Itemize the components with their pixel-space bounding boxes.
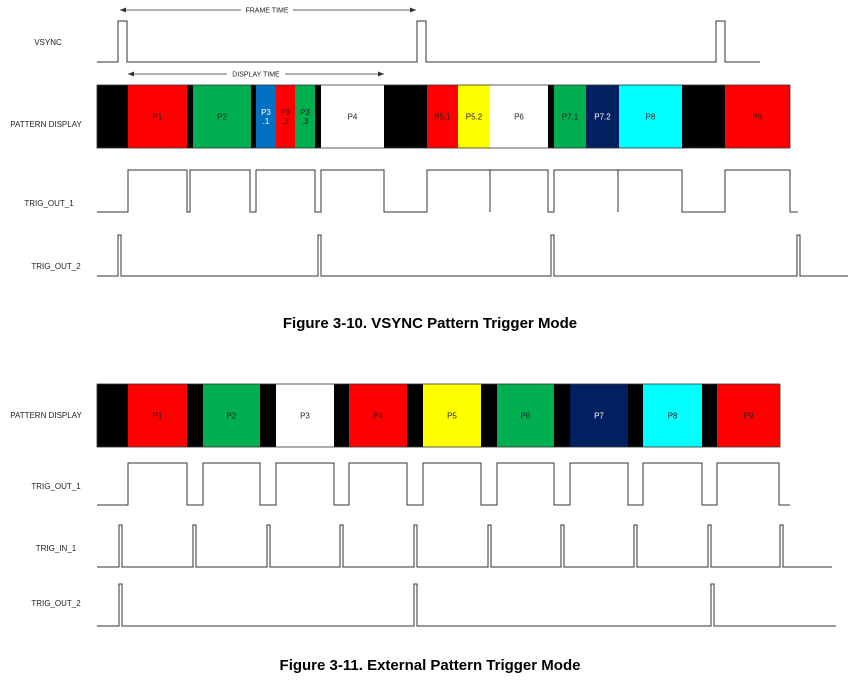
- pattern-segment: [349, 384, 407, 447]
- pattern-segment: [481, 384, 497, 447]
- pattern-segment: [384, 85, 427, 148]
- pattern-display-label: PATTERN DISPLAY: [10, 120, 82, 129]
- trig-out-2-waveform: [97, 234, 848, 277]
- frame-time-label: FRAME TIME: [245, 8, 288, 15]
- pattern-segment: [295, 85, 315, 148]
- pattern-segment: [260, 384, 276, 447]
- pattern-segment: [570, 384, 628, 447]
- pattern-segment: [619, 85, 682, 148]
- trig-in-1-label: TRIG_IN_1: [36, 544, 77, 553]
- pattern-segment-label: P7.1: [562, 113, 579, 122]
- display-time-dimension: DISPLAY TIME: [128, 69, 384, 79]
- pattern-segment: [554, 85, 586, 148]
- trig-in-1-waveform: [97, 524, 832, 568]
- pattern-segment-label: P5: [447, 412, 457, 421]
- pattern-segment: [187, 384, 203, 447]
- pattern-segment: [497, 384, 554, 447]
- pattern-segment: [586, 85, 619, 148]
- pattern-segment-label: P5.2: [466, 113, 483, 122]
- pattern-segment: [725, 85, 790, 148]
- pattern-bar-border: [96, 84, 791, 149]
- pattern-segment-label: P2: [217, 113, 227, 122]
- pattern-segment: [423, 384, 481, 447]
- pattern-segment-label: P3: [281, 108, 291, 117]
- pattern-segment: [554, 384, 570, 447]
- pattern-segment-label: P8: [646, 113, 656, 122]
- figure-3-10-caption: Figure 3-10. VSYNC Pattern Trigger Mode: [283, 315, 577, 332]
- pattern-segment: [276, 384, 334, 447]
- pattern-segment: [251, 85, 256, 148]
- pattern-segment: [128, 85, 187, 148]
- pattern-segment: [458, 85, 490, 148]
- figure-3-11: PATTERN DISPLAY P1 P2 P3 P4 P5 P6 P7 P8 P9 TRIG_…: [10, 383, 836, 674]
- pattern-segment-label: P2: [227, 412, 237, 421]
- pattern-segment: [717, 384, 780, 447]
- pattern-segment: [407, 384, 423, 447]
- pattern-segment-label: P1: [153, 412, 163, 421]
- trig-out-2-label-2: TRIG_OUT_2: [31, 599, 81, 608]
- pattern-segment-label: P9: [744, 412, 754, 421]
- pattern-segment: [427, 85, 458, 148]
- pattern-display-bar-2: P1 P2 P3 P4 P5 P6 P7 P8 P9: [96, 383, 781, 448]
- pattern-segment: [321, 85, 384, 148]
- pattern-segment: [97, 85, 128, 148]
- pattern-segment: [276, 85, 295, 148]
- pattern-segment: [548, 85, 554, 148]
- pattern-segment-label: P1: [153, 113, 163, 122]
- trig-out-1-waveform-2: [97, 462, 790, 506]
- trig-out-1-label: TRIG_OUT_1: [24, 199, 74, 208]
- pattern-segment-label: P7: [594, 412, 604, 421]
- pattern-segment: [187, 85, 193, 148]
- pattern-segment-label: P4: [373, 412, 383, 421]
- pattern-segment: [643, 384, 702, 447]
- pattern-segment-label: P3: [261, 108, 271, 117]
- vsync-waveform: [97, 20, 760, 63]
- pattern-display-bar: P1 P2 P3.1P3.2P3.3 P4 P5.1 P5.2 P6 P7.1 P7.2 P8 P9: [96, 84, 791, 149]
- display-time-label: DISPLAY TIME: [232, 72, 280, 79]
- pattern-segment-label: P9: [753, 113, 763, 122]
- frame-time-dimension: FRAME TIME: [120, 5, 416, 15]
- trig-out-2-label: TRIG_OUT_2: [31, 262, 81, 271]
- pattern-segment: [628, 384, 643, 447]
- pattern-segment: [702, 384, 717, 447]
- pattern-bar-border: [96, 383, 781, 448]
- pattern-segment: [682, 85, 725, 148]
- pattern-segment-label: .2: [282, 117, 289, 126]
- pattern-display-label-2: PATTERN DISPLAY: [10, 411, 82, 420]
- pattern-segment-label: P7.2: [594, 113, 611, 122]
- pattern-segment-label: P6: [521, 412, 531, 421]
- vsync-label: VSYNC: [34, 38, 62, 47]
- pattern-segment: [256, 85, 276, 148]
- pattern-segment-label: .1: [263, 117, 270, 126]
- figure-3-10: FRAME TIME VSYNC DISPLAY TIME PATTERN DI…: [10, 5, 848, 332]
- pattern-segment-label: P3: [300, 108, 310, 117]
- pattern-segment: [490, 85, 548, 148]
- trig-out-1-label-2: TRIG_OUT_1: [31, 482, 81, 491]
- pattern-segment-label: P6: [514, 113, 524, 122]
- pattern-segment: [334, 384, 349, 447]
- pattern-segment: [315, 85, 321, 148]
- figure-3-11-caption: Figure 3-11. External Pattern Trigger Mo…: [280, 657, 581, 674]
- trig-out-1-waveform: [97, 169, 798, 213]
- pattern-segment: [128, 384, 187, 447]
- pattern-segment: [193, 85, 251, 148]
- pattern-segment-label: P4: [348, 113, 358, 122]
- pattern-segment-label: P5.1: [434, 113, 451, 122]
- pattern-segment-label: .3: [302, 117, 309, 126]
- pattern-segment-label: P3: [300, 412, 310, 421]
- pattern-segment-label: P8: [668, 412, 678, 421]
- pattern-segment: [97, 384, 128, 447]
- pattern-segment: [203, 384, 260, 447]
- trig-out-2-waveform-2: [97, 583, 836, 627]
